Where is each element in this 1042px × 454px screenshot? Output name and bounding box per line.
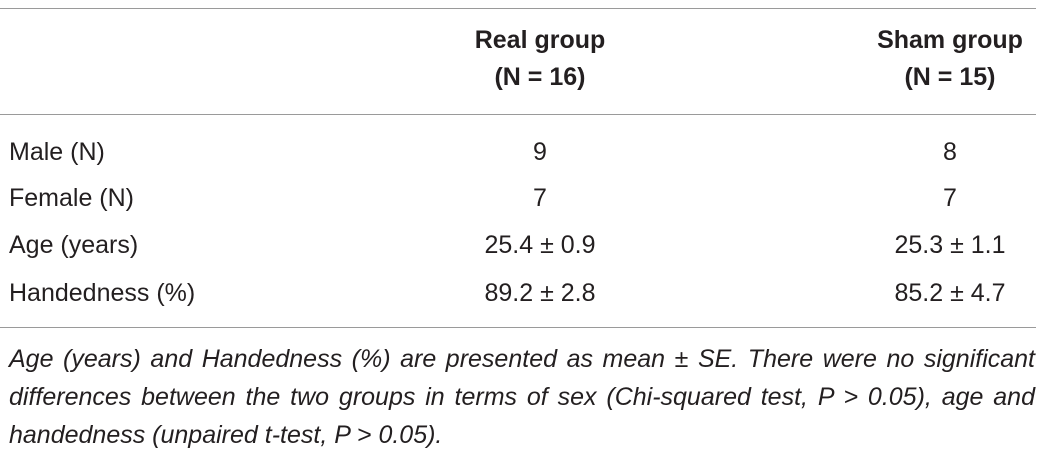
table-header-rule: [0, 114, 1036, 115]
table-bottom-rule: [0, 327, 1036, 328]
real-group-value: 89.2 ± 2.8: [484, 279, 596, 307]
real-group-value: 9: [533, 138, 547, 166]
row-label: Female (N): [9, 184, 135, 212]
row-label: Age (years): [9, 231, 139, 259]
column-header-sham-group: Sham group (N = 15): [840, 22, 1042, 96]
real-group-value: 7: [533, 184, 547, 212]
table-row: Handedness (%) 89.2 ± 2.8 85.2 ± 4.7: [0, 270, 1036, 316]
column-header-real-title: Real group: [474, 26, 606, 54]
column-header-sham-n: (N = 15): [904, 63, 996, 91]
table-footnote: Age (years) and Handedness (%) are prese…: [9, 345, 1035, 449]
table-row: Age (years) 25.4 ± 0.9 25.3 ± 1.1: [0, 222, 1036, 268]
sham-group-value: 85.2 ± 4.7: [894, 279, 1006, 307]
column-header-real-group: Real group (N = 16): [440, 22, 640, 96]
column-header-sham-title: Sham group: [877, 26, 1023, 54]
sham-group-value: 7: [943, 184, 957, 212]
real-group-value: 25.4 ± 0.9: [484, 231, 596, 259]
table-row: Female (N) 7 7: [0, 175, 1036, 221]
sham-group-value: 25.3 ± 1.1: [894, 231, 1006, 259]
table-top-rule: [0, 8, 1036, 9]
sham-group-value: 8: [943, 138, 957, 166]
column-header-real-n: (N = 16): [494, 63, 586, 91]
row-label: Handedness (%): [9, 279, 196, 307]
row-label: Male (N): [9, 138, 105, 166]
table-row: Male (N) 9 8: [0, 129, 1036, 175]
